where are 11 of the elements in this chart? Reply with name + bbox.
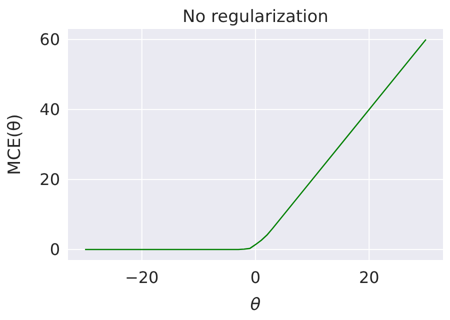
line-series (84, 38, 427, 250)
x-axis-title: θ (250, 295, 262, 315)
x-tick-label: 20 (358, 268, 380, 287)
y-tick-label: 40 (40, 100, 60, 120)
y-tick-label: 60 (40, 30, 60, 50)
x-tick-label: 0 (250, 268, 261, 287)
y-tick-label: 0 (50, 240, 60, 260)
y-axis-title: MCE(θ) (5, 114, 25, 175)
x-tick-label: −20 (124, 268, 159, 287)
y-tick-label: 20 (40, 170, 60, 190)
chart-title: No regularization (182, 7, 328, 27)
